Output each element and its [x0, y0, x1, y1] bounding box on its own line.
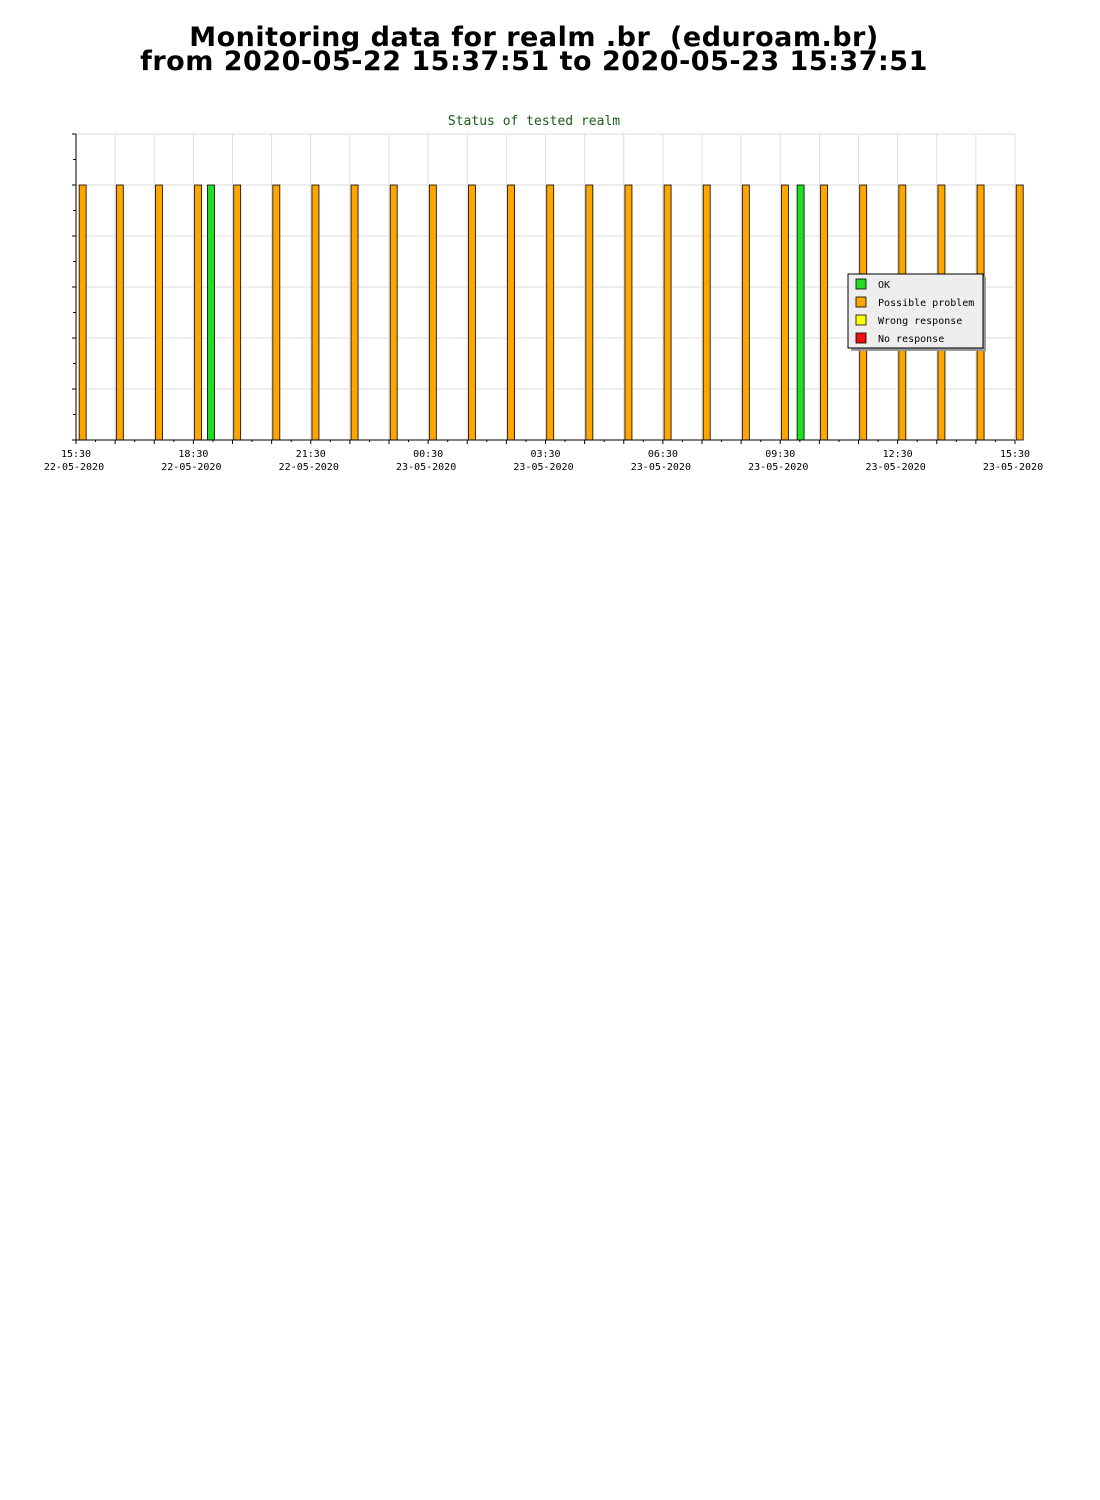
bar-possible-problem: [115, 184, 124, 441]
x-tick-time-label: 03:30: [530, 449, 560, 460]
legend-label: Possible problem: [878, 298, 974, 309]
x-tick-date-label: 23-05-2020: [631, 462, 691, 473]
x-tick-date-label: 22-05-2020: [161, 462, 221, 473]
bar-possible-problem: [350, 184, 359, 441]
x-tick-date-label: 23-05-2020: [983, 462, 1043, 473]
bar-possible-problem: [585, 184, 594, 441]
bar-possible-problem: [702, 184, 711, 441]
x-tick-time-label: 06:30: [648, 449, 678, 460]
chart-title: Status of tested realm: [448, 114, 620, 129]
page-title-line-1: Monitoring data for realm .br (eduroam.b…: [189, 22, 879, 53]
chart-axes: [72, 133, 1016, 444]
bar-ok: [796, 184, 805, 441]
bar-possible-problem: [428, 184, 437, 441]
x-tick-date-label: 22-05-2020: [279, 462, 339, 473]
bar-possible-problem: [78, 184, 87, 441]
legend-swatch: [855, 314, 867, 326]
bar-possible-problem: [194, 184, 202, 441]
bar-possible-problem: [1015, 184, 1024, 441]
x-tick-time-label: 12:30: [883, 449, 913, 460]
bar-possible-problem: [468, 184, 476, 441]
x-tick-date-label: 23-05-2020: [748, 462, 808, 473]
bar-possible-problem: [546, 184, 555, 441]
bar-possible-problem: [624, 184, 633, 441]
bar-possible-problem: [155, 184, 163, 441]
legend-swatch: [855, 278, 867, 290]
page-title-line-2: from 2020-05-22 15:37:51 to 2020-05-23 1…: [140, 46, 928, 77]
x-tick-date-label: 23-05-2020: [513, 462, 573, 473]
legend-box: [847, 273, 984, 349]
bar-possible-problem: [272, 184, 281, 441]
x-tick-time-label: 15:30: [61, 449, 91, 460]
legend: OK Possible problem Wrong response No respo…: [847, 273, 986, 351]
bar-possible-problem: [311, 184, 320, 441]
x-tick-date-label: 22-05-2020: [44, 462, 104, 473]
bar-possible-problem: [233, 184, 242, 441]
legend-swatch: [855, 332, 867, 344]
x-tick-time-label: 18:30: [178, 449, 208, 460]
x-tick-time-label: 00:30: [413, 449, 443, 460]
bar-ok: [207, 184, 215, 441]
legend-label: No response: [878, 334, 944, 345]
x-tick-date-label: 23-05-2020: [396, 462, 456, 473]
legend-label: Wrong response: [878, 316, 962, 327]
bar-possible-problem: [389, 184, 398, 441]
legend-swatch: [855, 296, 867, 308]
bar-possible-problem: [781, 184, 789, 441]
x-tick-date-label: 23-05-2020: [866, 462, 926, 473]
x-tick-time-label: 09:30: [765, 449, 795, 460]
x-tick-time-label: 15:30: [1000, 449, 1030, 460]
status-chart: Status of tested realm 15:30 22-05-2020 18…: [44, 114, 1043, 473]
legend-label: OK: [878, 280, 890, 291]
bar-possible-problem: [663, 184, 672, 441]
x-tick-time-label: 21:30: [296, 449, 326, 460]
x-axis-ticks: 15:30 22-05-2020 18:30 22-05-2020 21:30 22-05…: [44, 449, 1043, 473]
bar-possible-problem: [820, 184, 828, 441]
bar-possible-problem: [741, 184, 750, 441]
bar-possible-problem: [507, 184, 515, 441]
